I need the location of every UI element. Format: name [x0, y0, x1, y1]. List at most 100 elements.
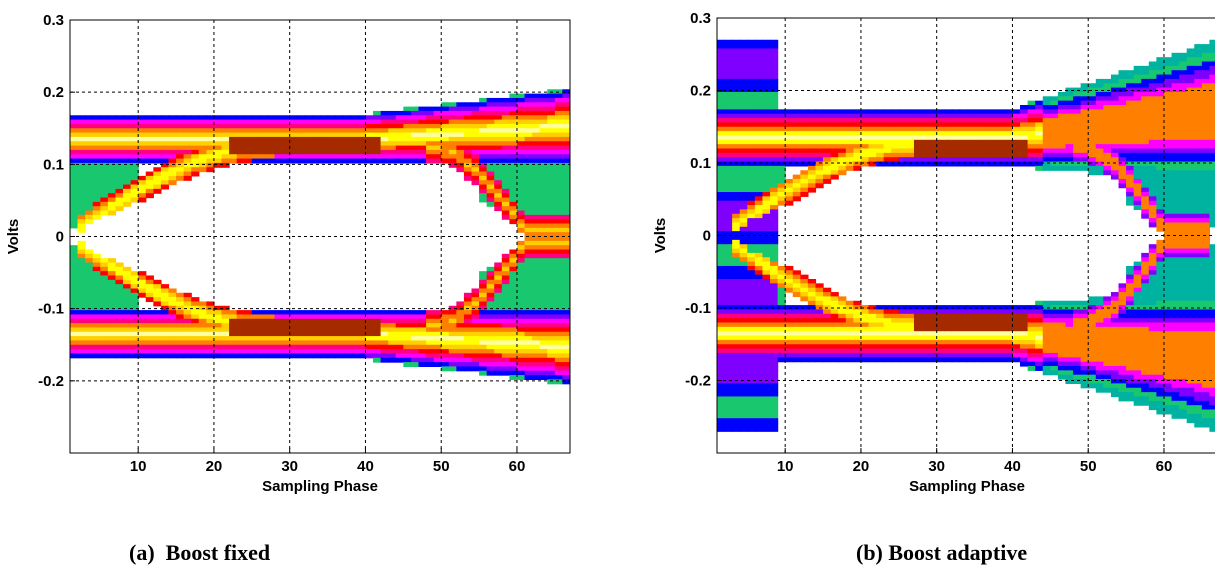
- heatmap-cell: [891, 326, 900, 332]
- heatmap-cell: [395, 357, 404, 363]
- heatmap-cell: [213, 336, 223, 342]
- heatmap-cell: [85, 344, 94, 350]
- heatmap-cell: [77, 188, 86, 194]
- heatmap-cell: [906, 335, 915, 341]
- heatmap-cell: [100, 275, 109, 281]
- heatmap-cell: [1141, 331, 1150, 337]
- heatmap-cell: [85, 115, 94, 121]
- heatmap-cell: [800, 192, 809, 197]
- heatmap-cell: [206, 327, 215, 333]
- heatmap-cell: [747, 318, 756, 324]
- heatmap-cell: [800, 170, 809, 176]
- heatmap-cell: [92, 149, 101, 155]
- heatmap-cell: [456, 336, 465, 342]
- heatmap-cell: [898, 305, 907, 311]
- heatmap-cell: [115, 197, 124, 203]
- heatmap-cell: [532, 318, 541, 324]
- heatmap-cell: [762, 409, 771, 415]
- heatmap-cell: [130, 158, 139, 164]
- heatmap-cell: [486, 119, 495, 125]
- heatmap-cell: [1126, 296, 1135, 302]
- heatmap-cell: [1020, 318, 1029, 324]
- heatmap-cell: [562, 284, 570, 290]
- heatmap-cell: [770, 144, 779, 150]
- heatmap-cell: [754, 122, 764, 128]
- heatmap-cell: [1163, 409, 1173, 415]
- heatmap-cell: [206, 353, 215, 359]
- heatmap-cell: [1004, 313, 1014, 319]
- heatmap-cell: [251, 344, 260, 350]
- heatmap-cell: [486, 370, 495, 376]
- heatmap-cell: [365, 141, 374, 147]
- heatmap-cell: [554, 175, 564, 181]
- heatmap-cell: [479, 357, 488, 363]
- heatmap-cell: [274, 323, 283, 329]
- heatmap-cell: [191, 154, 200, 160]
- heatmap-cell: [539, 180, 548, 186]
- heatmap-cell: [717, 383, 726, 389]
- heatmap-cell: [123, 314, 132, 320]
- heatmap-cell: [494, 349, 503, 355]
- heatmap-cell: [770, 235, 779, 241]
- heatmap-cell: [554, 245, 564, 251]
- heatmap-cell: [754, 192, 764, 197]
- heatmap-cell: [777, 287, 786, 293]
- heatmap-cell: [251, 128, 260, 134]
- heatmap-cell: [554, 284, 564, 290]
- heatmap-cell: [1148, 174, 1157, 180]
- heatmap-cell: [380, 119, 389, 125]
- heatmap-cell: [395, 154, 404, 160]
- heatmap-cell: [479, 370, 488, 376]
- heatmap-cell: [85, 284, 94, 290]
- heatmap-cell: [732, 126, 741, 132]
- heatmap-cell: [747, 48, 756, 54]
- heatmap-cell: [747, 274, 756, 280]
- heatmap-cell: [562, 180, 570, 186]
- heatmap-cell: [1088, 157, 1097, 163]
- heatmap-cell: [516, 301, 526, 307]
- heatmap-cell: [1148, 78, 1157, 84]
- heatmap-cell: [1156, 192, 1165, 197]
- heatmap-cell: [815, 113, 824, 119]
- heatmap-cell: [532, 370, 541, 376]
- heatmap-cell: [486, 344, 495, 350]
- heatmap-cell: [762, 300, 771, 306]
- heatmap-cell: [554, 132, 564, 138]
- heatmap-cell: [410, 128, 420, 134]
- heatmap-cell: [1057, 352, 1067, 358]
- heatmap-cell: [1065, 309, 1074, 315]
- heatmap-cell: [777, 174, 786, 180]
- heatmap-cell: [1118, 318, 1127, 324]
- heatmap-cell: [509, 370, 518, 376]
- heatmap-cell: [1110, 352, 1120, 358]
- heatmap-cell: [426, 336, 435, 342]
- heatmap-cell: [1110, 313, 1120, 319]
- heatmap-cell: [838, 296, 847, 302]
- heatmap-cell: [997, 131, 1006, 137]
- heatmap-cell: [145, 136, 154, 142]
- heatmap-cell: [989, 109, 998, 115]
- heatmap-cell: [1065, 366, 1074, 371]
- heatmap-cell: [456, 154, 465, 160]
- heatmap-cell: [335, 327, 344, 333]
- heatmap-cell: [732, 218, 741, 224]
- heatmap-cell: [70, 145, 79, 151]
- heatmap-cell: [1163, 213, 1173, 219]
- heatmap-cell: [168, 297, 177, 303]
- heatmap-cell: [115, 331, 124, 337]
- heatmap-cell: [853, 152, 862, 158]
- heatmap-cell: [717, 70, 726, 76]
- heatmap-cell: [1133, 109, 1142, 115]
- heatmap-cell: [107, 184, 117, 190]
- heatmap-cell: [754, 87, 764, 93]
- heatmap-cell: [85, 119, 94, 125]
- heatmap-cell: [77, 123, 86, 129]
- heatmap-cell: [183, 154, 192, 160]
- heatmap-cell: [717, 239, 726, 245]
- heatmap-cell: [70, 344, 79, 350]
- heatmap-cell: [762, 331, 771, 337]
- heatmap-cell: [913, 344, 923, 350]
- heatmap-cell: [762, 122, 771, 128]
- heatmap-cell: [494, 370, 503, 376]
- heatmap-cell: [115, 158, 124, 164]
